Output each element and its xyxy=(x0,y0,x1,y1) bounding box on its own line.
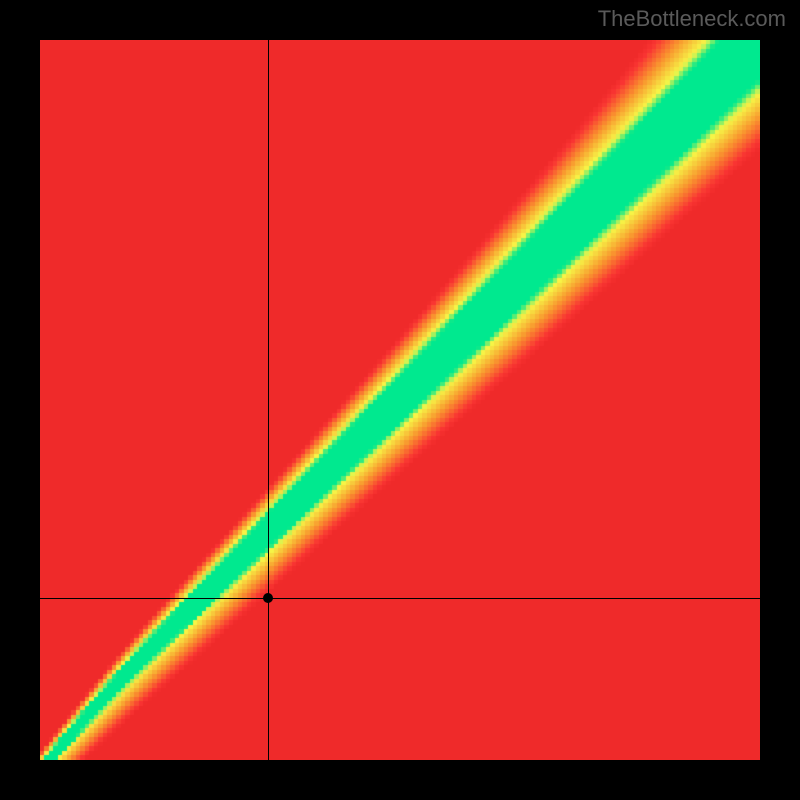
bottleneck-heatmap xyxy=(40,40,760,760)
outer-frame: TheBottleneck.com xyxy=(0,0,800,800)
crosshair-marker xyxy=(263,593,273,603)
plot-area xyxy=(40,40,760,760)
crosshair-horizontal xyxy=(40,598,760,599)
crosshair-vertical xyxy=(268,40,269,760)
watermark-text: TheBottleneck.com xyxy=(598,6,786,32)
